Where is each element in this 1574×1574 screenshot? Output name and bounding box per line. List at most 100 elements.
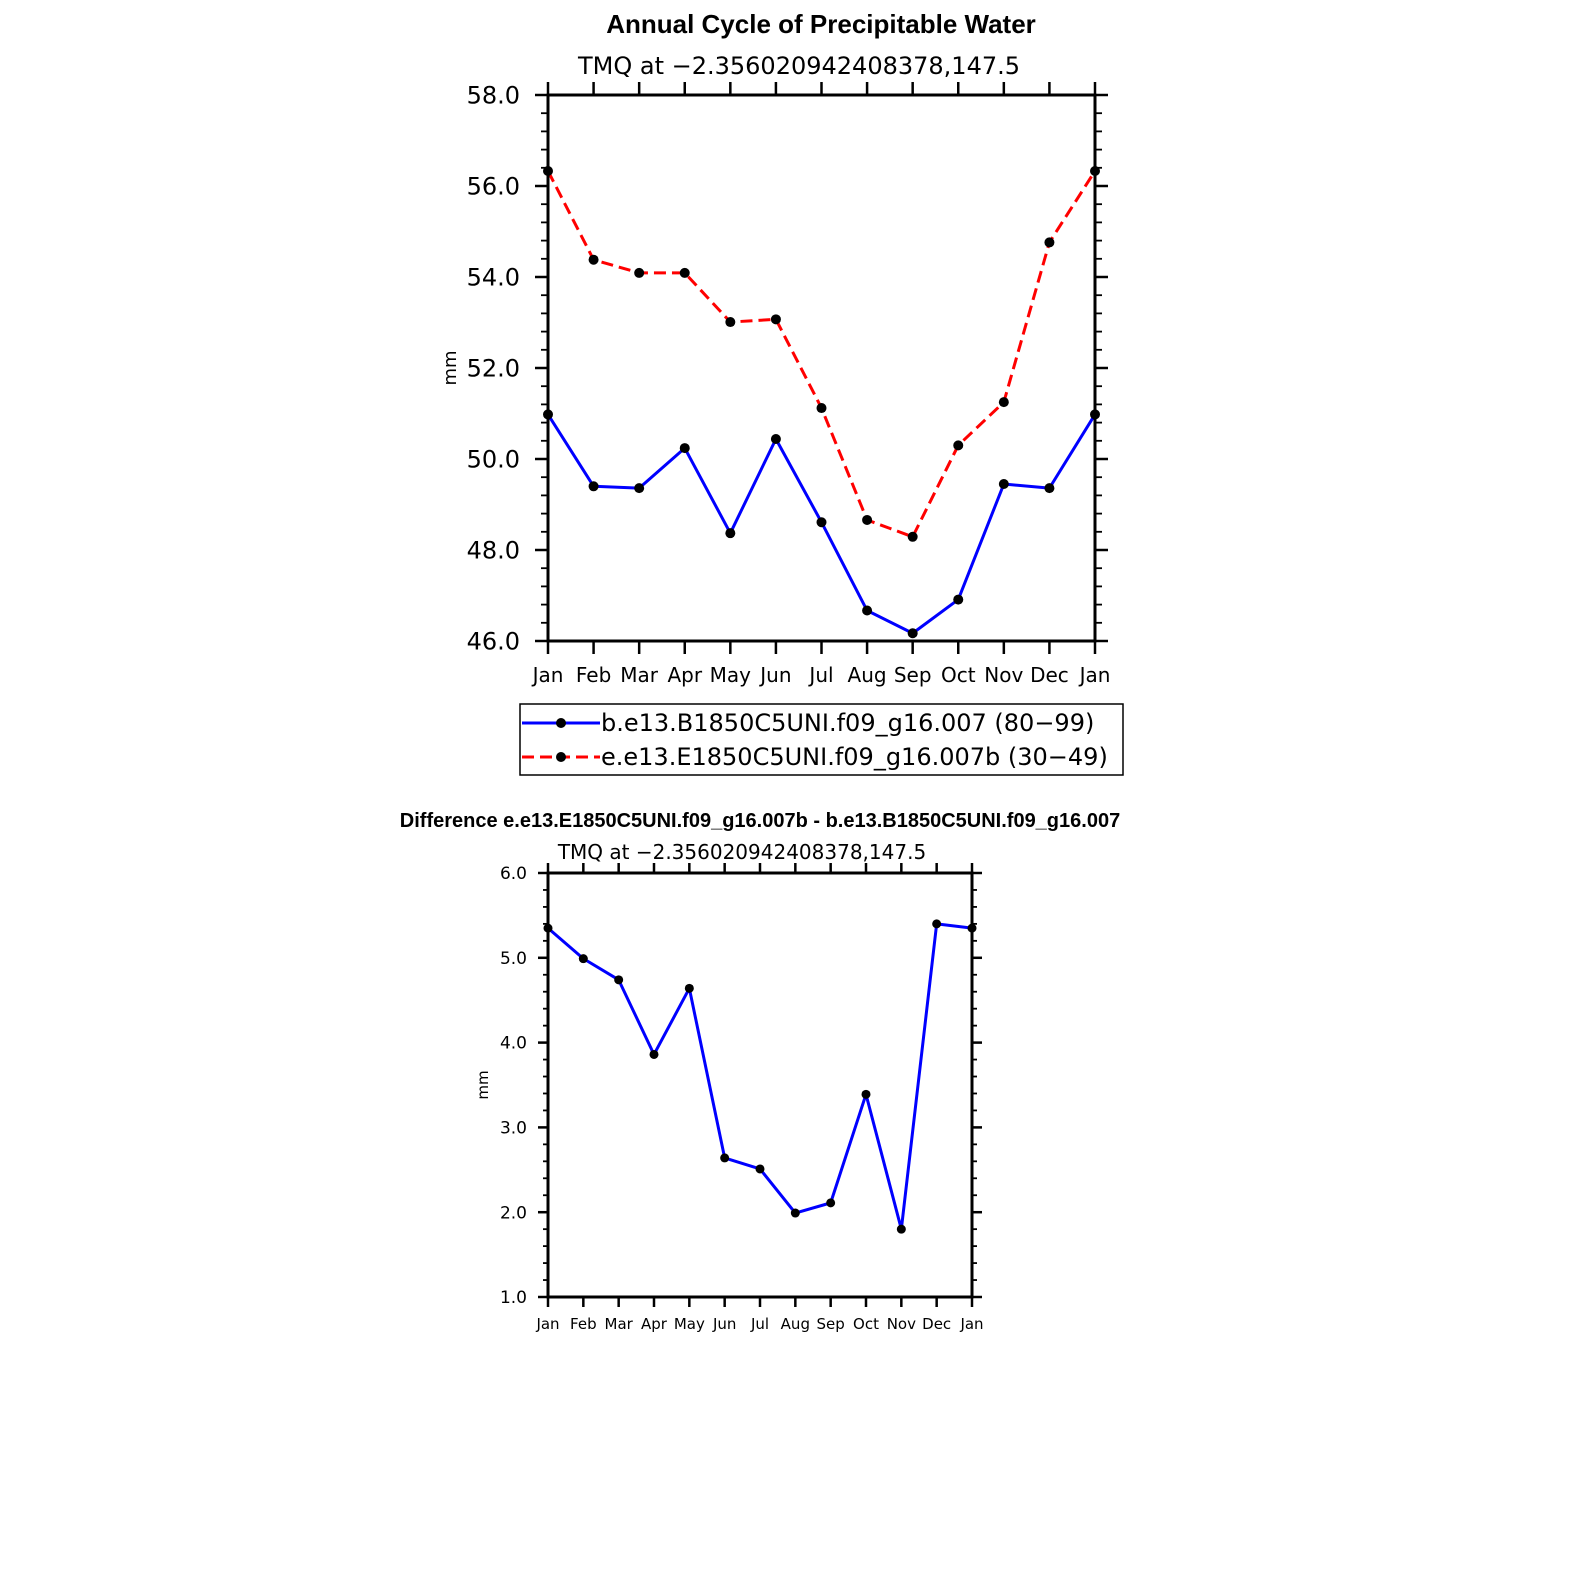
x-tick-label: Nov	[984, 663, 1023, 687]
chart2-series-lines	[547, 922, 973, 1231]
data-point	[907, 531, 918, 542]
data-point	[588, 254, 599, 265]
difference-chart: Difference e.e13.E1850C5UNI.f09_g16.007b…	[400, 810, 1120, 1333]
x-tick-label: Dec	[922, 1315, 951, 1333]
annual-cycle-chart: Annual Cycle of Precipitable Water TMQ a…	[440, 9, 1124, 776]
data-point	[998, 479, 1009, 490]
x-tick-label: Jan	[535, 1315, 559, 1333]
x-tick-label: Jun	[712, 1315, 736, 1333]
data-point	[755, 1164, 765, 1174]
chart2-y-axis-label: mm	[474, 1070, 492, 1099]
y-tick-label: 3.0	[500, 1119, 527, 1139]
x-tick-label: Dec	[1030, 663, 1069, 687]
data-point	[725, 317, 736, 328]
series-line-1	[546, 170, 1097, 539]
chart1-y-axis-label: mm	[440, 350, 461, 385]
data-point	[1044, 237, 1055, 248]
x-tick-label: Jan	[1078, 663, 1111, 687]
chart1-series-lines	[546, 170, 1097, 635]
x-tick-label: Jul	[807, 663, 833, 687]
x-tick-label: Oct	[853, 1315, 879, 1333]
y-tick-label: 50.0	[467, 446, 520, 474]
data-point	[998, 397, 1009, 408]
data-point	[953, 594, 964, 605]
data-point	[679, 267, 690, 278]
data-point	[953, 440, 964, 451]
x-tick-label: Jan	[531, 663, 564, 687]
chart1-data-points	[543, 165, 1100, 639]
x-tick-label: Jun	[758, 663, 791, 687]
x-tick-label: Sep	[817, 1315, 845, 1333]
chart1-title: Annual Cycle of Precipitable Water	[606, 9, 1036, 39]
x-tick-label: Mar	[605, 1315, 634, 1333]
y-tick-label: 46.0	[467, 628, 520, 656]
data-point	[770, 433, 781, 444]
data-point	[862, 514, 873, 525]
chart2-title: Difference e.e13.E1850C5UNI.f09_g16.007b…	[400, 810, 1120, 832]
data-point	[816, 403, 827, 414]
x-tick-label: Feb	[576, 663, 611, 687]
data-point	[1044, 483, 1055, 494]
x-tick-label: Feb	[570, 1315, 597, 1333]
data-point	[896, 1224, 906, 1234]
x-tick-label: Apr	[667, 663, 702, 687]
chart1-tick-labels: Jan Feb Mar Apr May Jun Jul Aug Sep Oct Nov Dec Jan 4…	[467, 82, 1111, 687]
data-point	[614, 975, 624, 985]
data-point	[907, 628, 918, 639]
y-tick-label: 4.0	[500, 1034, 527, 1054]
data-point	[826, 1198, 836, 1208]
x-tick-label: Nov	[887, 1315, 916, 1333]
data-point	[634, 483, 645, 494]
chart1-plot-frame	[546, 93, 1097, 643]
chart2-tick-labels: Jan Feb Mar Apr May Jun Jul Aug Sep Oct Nov Dec Jan 1…	[500, 864, 984, 1333]
legend-entry-e-e13: e.e13.E1850C5UNI.f09_g16.007b (30−49)	[522, 743, 1108, 771]
data-point	[684, 983, 694, 993]
y-tick-label: 5.0	[500, 949, 527, 969]
y-tick-label: 6.0	[500, 864, 527, 884]
legend-entry-b-e13: b.e13.B1850C5UNI.f09_g16.007 (80−99)	[522, 709, 1094, 737]
legend-marker-blue	[556, 718, 566, 728]
x-tick-label: Jul	[750, 1315, 769, 1333]
data-point	[932, 919, 942, 929]
x-tick-label: Aug	[781, 1315, 810, 1333]
chart2-data-points	[543, 919, 977, 1234]
data-point	[862, 605, 873, 616]
x-tick-label: Mar	[620, 663, 659, 687]
data-point	[720, 1153, 730, 1163]
x-tick-label: May	[674, 1315, 705, 1333]
data-point	[679, 443, 690, 454]
legend-label-e-e13: e.e13.E1850C5UNI.f09_g16.007b (30−49)	[601, 743, 1108, 771]
data-point	[861, 1089, 871, 1099]
chart1-ticks	[535, 82, 1108, 654]
x-tick-label: Jan	[959, 1315, 983, 1333]
chart2-subtitle: TMQ at −2.356020942408378,147.5	[557, 840, 926, 864]
data-point	[578, 954, 588, 964]
x-tick-label: Aug	[848, 663, 887, 687]
y-tick-label: 48.0	[467, 537, 520, 565]
y-tick-label: 58.0	[467, 82, 520, 110]
x-tick-label: May	[710, 663, 752, 687]
legend-label-b-e13: b.e13.B1850C5UNI.f09_g16.007 (80−99)	[601, 709, 1094, 737]
data-point	[634, 267, 645, 278]
y-tick-label: 1.0	[500, 1288, 527, 1308]
chart1-subtitle: TMQ at −2.356020942408378,147.5	[577, 52, 1020, 80]
y-tick-label: 54.0	[467, 264, 520, 292]
data-point	[790, 1208, 800, 1218]
data-point	[588, 481, 599, 492]
legend-box	[519, 703, 1124, 776]
y-tick-label: 56.0	[467, 173, 520, 201]
x-tick-label: Apr	[641, 1315, 668, 1333]
chart2-plot-frame	[546, 871, 974, 1299]
x-tick-label: Sep	[894, 663, 932, 687]
legend-marker-red	[556, 752, 566, 762]
y-tick-label: 52.0	[467, 355, 520, 383]
data-point	[649, 1049, 659, 1059]
chart1-legend: b.e13.B1850C5UNI.f09_g16.007 (80−99) e.e…	[519, 703, 1124, 776]
chart2-ticks	[538, 863, 982, 1307]
data-point	[725, 528, 736, 539]
y-tick-label: 2.0	[500, 1203, 527, 1223]
series-line-0	[547, 922, 973, 1231]
data-point	[816, 517, 827, 528]
data-point	[770, 314, 781, 325]
